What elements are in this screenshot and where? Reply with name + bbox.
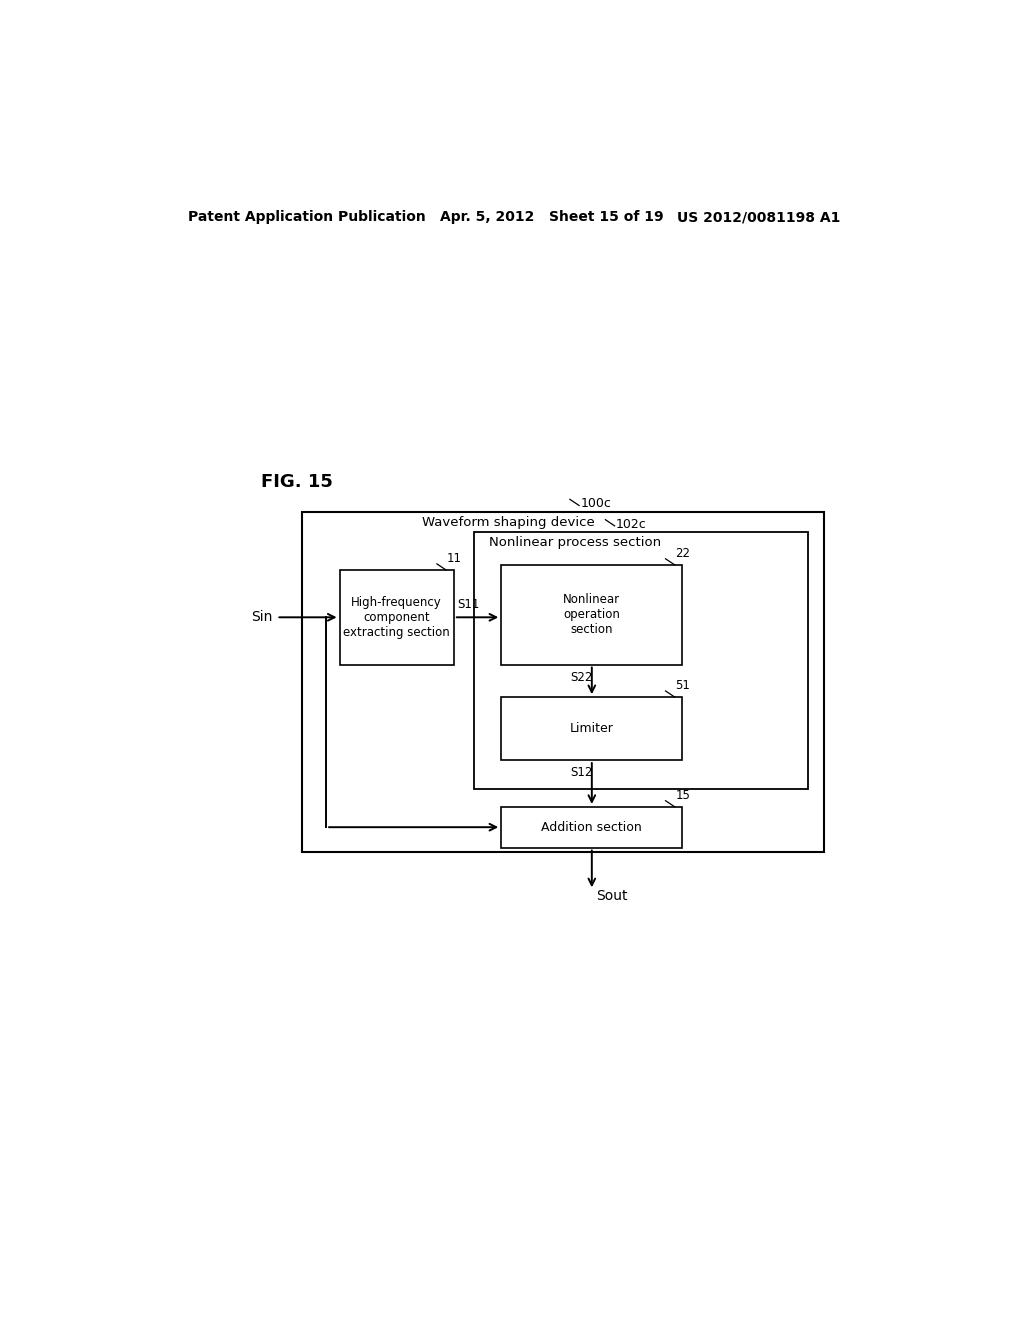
Text: S11: S11 bbox=[458, 598, 480, 611]
Text: Patent Application Publication: Patent Application Publication bbox=[188, 210, 426, 224]
Text: Nonlinear process section: Nonlinear process section bbox=[489, 536, 662, 549]
Bar bbox=[501, 807, 682, 847]
Text: 51: 51 bbox=[676, 680, 690, 693]
Bar bbox=[340, 570, 454, 664]
Text: Sout: Sout bbox=[596, 890, 627, 903]
Text: Apr. 5, 2012   Sheet 15 of 19: Apr. 5, 2012 Sheet 15 of 19 bbox=[440, 210, 664, 224]
Text: S12: S12 bbox=[570, 767, 593, 779]
Text: 15: 15 bbox=[676, 789, 690, 803]
Bar bbox=[473, 532, 808, 788]
Text: High-frequency
component
extracting section: High-frequency component extracting sect… bbox=[343, 595, 450, 639]
Text: Waveform shaping device: Waveform shaping device bbox=[422, 516, 595, 529]
Text: 22: 22 bbox=[676, 548, 690, 561]
Text: 11: 11 bbox=[446, 553, 462, 565]
Text: 102c: 102c bbox=[616, 517, 647, 531]
Bar bbox=[501, 565, 682, 664]
Text: Nonlinear
operation
section: Nonlinear operation section bbox=[563, 593, 621, 636]
Bar bbox=[302, 512, 823, 851]
Text: Addition section: Addition section bbox=[542, 821, 642, 834]
Text: Limiter: Limiter bbox=[570, 722, 613, 735]
Text: S22: S22 bbox=[570, 671, 593, 684]
Text: US 2012/0081198 A1: US 2012/0081198 A1 bbox=[677, 210, 841, 224]
Text: 100c: 100c bbox=[581, 498, 611, 511]
Bar bbox=[501, 697, 682, 760]
Text: Sin: Sin bbox=[251, 610, 272, 624]
Text: FIG. 15: FIG. 15 bbox=[261, 473, 333, 491]
